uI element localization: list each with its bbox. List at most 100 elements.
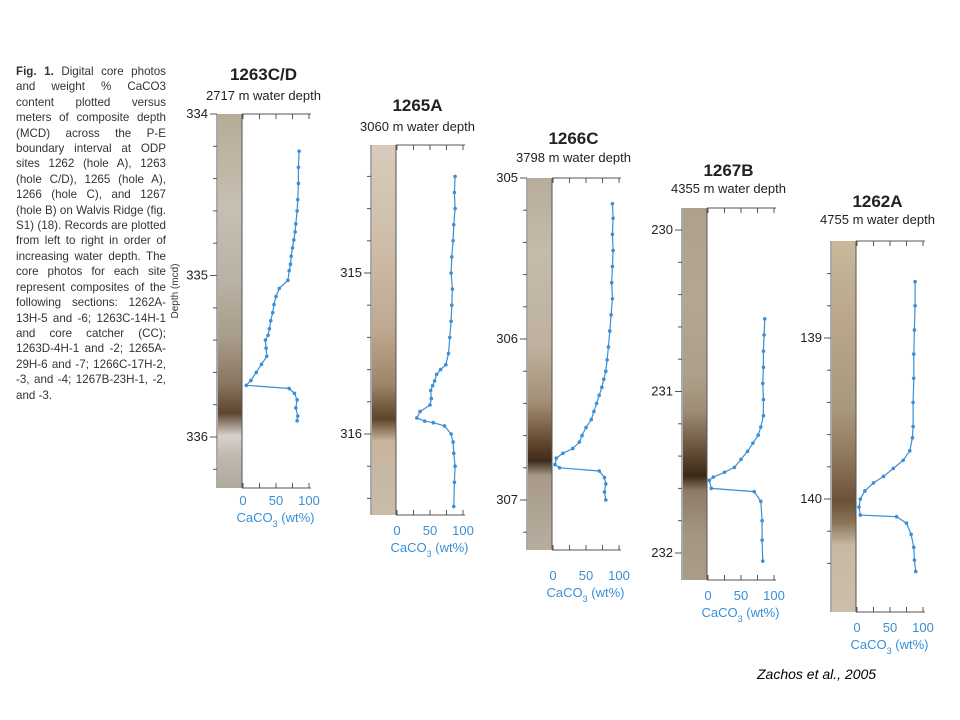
x-tick-label: 50: [579, 568, 593, 583]
caco3-data-point: [611, 216, 615, 221]
caco3-data-point: [760, 559, 765, 563]
caco3-data-point: [901, 458, 905, 463]
x-tick-label: 0: [549, 568, 556, 583]
x-tick-label: 100: [452, 523, 474, 538]
caco3-series-line: [858, 281, 917, 572]
caco3-data-point: [604, 369, 608, 374]
caco3-data-point: [434, 372, 439, 377]
core-photo: [218, 114, 242, 488]
caco3-data-point: [912, 558, 917, 562]
caco3-data-point: [422, 419, 427, 423]
x-tick-label: 100: [608, 568, 630, 583]
caco3-data-point: [428, 403, 432, 407]
caco3-data-point: [605, 358, 609, 362]
caco3-data-point: [904, 521, 909, 525]
caco3-data-point: [857, 505, 861, 509]
caco3-data-point: [745, 449, 750, 454]
core-subtitle: 3060 m water depth: [360, 119, 475, 134]
caco3-data-point: [609, 280, 614, 285]
caco3-data-point: [452, 480, 457, 485]
x-axis-label: CaCO3 (wt%): [702, 605, 780, 624]
caco3-data-point: [295, 419, 299, 423]
caco3-data-point: [739, 457, 743, 462]
core-panel-1: 1263C/D 2717 m water depth 334 335 336 Depth …: [170, 65, 321, 529]
caco3-data-point: [761, 349, 766, 353]
caco3-data-point: [606, 345, 611, 349]
caco3-data-point: [732, 465, 737, 470]
caco3-data-point: [438, 367, 443, 372]
caco3-data-point: [249, 378, 253, 383]
x-tick-label: 50: [423, 523, 437, 538]
depth-tick-label: 305: [496, 170, 518, 185]
depth-tick-label: 306: [496, 331, 518, 346]
core-subtitle: 3798 m water depth: [516, 150, 631, 165]
caco3-data-point: [592, 409, 596, 414]
caco3-data-point: [287, 268, 292, 273]
caco3-data-point: [429, 396, 434, 401]
caco3-data-point: [911, 352, 916, 356]
depth-tick-label: 315: [340, 265, 362, 280]
caco3-data-point: [722, 470, 727, 475]
caco3-data-point: [448, 335, 452, 340]
depth-tick-label: 336: [186, 429, 208, 444]
caco3-data-point: [264, 354, 269, 359]
caco3-data-point: [270, 310, 275, 315]
caco3-data-point: [267, 326, 272, 331]
caco3-data-point: [611, 248, 615, 253]
caco3-data-point: [913, 569, 918, 574]
caco3-data-point: [292, 391, 297, 396]
caco3-data-point: [597, 393, 601, 398]
caco3-data-point: [272, 302, 276, 307]
caco3-data-point: [709, 486, 714, 491]
core-title: 1265A: [392, 96, 442, 115]
caco3-data-point: [557, 466, 562, 470]
caco3-data-point: [908, 448, 912, 453]
caco3-data-point: [432, 379, 437, 383]
caco3-data-point: [911, 545, 916, 550]
caco3-data-point: [418, 409, 422, 414]
caco3-data-point: [553, 462, 557, 467]
caco3-data-point: [428, 388, 433, 393]
caco3-series-line: [708, 318, 766, 562]
depth-axis-label: Depth (mcd): [170, 263, 181, 318]
caco3-data-point: [296, 181, 301, 186]
caco3-data-point: [910, 436, 915, 440]
caco3-data-point: [871, 481, 876, 485]
caco3-data-point: [293, 230, 297, 234]
core-subtitle: 4755 m water depth: [820, 212, 935, 227]
caption-text: Digital core photos and weight % CaCO3 c…: [16, 65, 166, 402]
caco3-data-point: [430, 383, 435, 388]
caco3-data-point: [761, 365, 766, 370]
caco3-data-point: [295, 398, 299, 402]
depth-tick-label: 334: [186, 106, 208, 121]
caco3-data-point: [451, 239, 455, 243]
caco3-data-point: [266, 333, 270, 338]
figure-caption: Fig. 1. Digital core photos and weight %…: [16, 64, 166, 403]
caco3-series-line: [244, 151, 300, 421]
caco3-data-point: [287, 386, 292, 391]
caco3-data-point: [858, 513, 863, 517]
x-tick-label: 50: [883, 620, 897, 635]
depth-tick-label: 232: [651, 545, 673, 560]
caco3-data-point: [449, 255, 454, 259]
caco3-data-point: [561, 451, 565, 456]
caco3-data-point: [911, 424, 915, 429]
caco3-data-point: [444, 362, 448, 367]
x-tick-label: 0: [239, 493, 246, 508]
caco3-data-point: [580, 433, 584, 438]
caco3-data-point: [449, 303, 454, 308]
caco3-data-point: [446, 351, 451, 356]
caco3-data-point: [909, 532, 913, 537]
caco3-data-point: [602, 490, 607, 494]
x-tick-label: 100: [763, 588, 785, 603]
caco3-data-point: [452, 190, 457, 195]
caco3-data-point: [602, 475, 607, 480]
caco3-series-line: [554, 203, 614, 501]
caco3-data-point: [604, 498, 608, 502]
core-photo: [528, 178, 552, 550]
caco3-data-point: [759, 499, 763, 504]
caco3-data-point: [292, 238, 296, 242]
caco3-data-point: [610, 264, 615, 269]
caco3-data-point: [751, 441, 755, 445]
